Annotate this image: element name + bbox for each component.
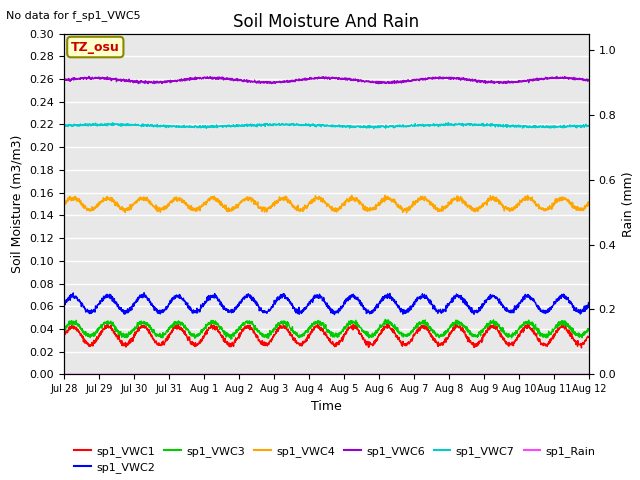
sp1_VWC4: [570, 204, 578, 209]
sp1_VWC1: [316, 323, 323, 329]
sp1_VWC6: [585, 77, 593, 83]
sp1_VWC6: [570, 74, 578, 80]
sp1_VWC1: [60, 332, 68, 338]
sp1_VWC2: [570, 308, 578, 313]
sp1_VWC2: [585, 300, 593, 306]
sp1_VWC1: [474, 341, 481, 347]
sp1_VWC1: [578, 345, 586, 351]
sp1_VWC3: [227, 336, 234, 342]
sp1_VWC3: [87, 331, 95, 337]
sp1_VWC4: [348, 192, 356, 198]
sp1_VWC6: [60, 77, 68, 83]
sp1_VWC4: [316, 193, 323, 199]
sp1_VWC6: [87, 76, 95, 82]
Line: sp1_VWC1: sp1_VWC1: [64, 324, 589, 348]
sp1_VWC7: [87, 123, 95, 129]
sp1_VWC6: [570, 74, 578, 80]
sp1_VWC3: [60, 327, 68, 333]
sp1_VWC2: [60, 302, 68, 308]
Y-axis label: Rain (mm): Rain (mm): [622, 171, 635, 237]
sp1_VWC1: [301, 338, 309, 344]
sp1_VWC4: [585, 199, 593, 204]
Line: sp1_VWC4: sp1_VWC4: [64, 195, 589, 213]
X-axis label: Time: Time: [311, 400, 342, 413]
sp1_VWC4: [474, 209, 481, 215]
sp1_VWC7: [316, 121, 323, 127]
sp1_VWC6: [316, 74, 323, 80]
sp1_VWC7: [445, 120, 452, 126]
sp1_VWC7: [60, 123, 68, 129]
sp1_VWC1: [570, 336, 578, 342]
sp1_VWC1: [570, 337, 577, 343]
sp1_VWC2: [316, 291, 323, 297]
sp1_VWC4: [403, 210, 410, 216]
sp1_VWC3: [570, 331, 578, 337]
sp1_VWC3: [585, 327, 593, 333]
Line: sp1_VWC7: sp1_VWC7: [64, 123, 589, 129]
Text: No data for f_sp1_VWC5: No data for f_sp1_VWC5: [6, 10, 141, 21]
sp1_VWC2: [87, 310, 95, 316]
Legend: sp1_VWC1, sp1_VWC2, sp1_VWC3, sp1_VWC4, sp1_VWC6, sp1_VWC7, sp1_Rain: sp1_VWC1, sp1_VWC2, sp1_VWC3, sp1_VWC4, …: [70, 441, 600, 478]
sp1_VWC7: [301, 122, 309, 128]
Y-axis label: Soil Moisture (m3/m3): Soil Moisture (m3/m3): [11, 135, 24, 273]
Line: sp1_VWC3: sp1_VWC3: [64, 319, 589, 339]
sp1_VWC1: [87, 342, 95, 348]
sp1_VWC2: [140, 290, 148, 296]
Line: sp1_VWC2: sp1_VWC2: [64, 293, 589, 315]
sp1_VWC3: [570, 329, 578, 335]
sp1_VWC2: [301, 306, 309, 312]
sp1_VWC4: [60, 203, 68, 208]
sp1_VWC1: [384, 321, 392, 326]
sp1_VWC6: [301, 75, 309, 81]
sp1_VWC4: [301, 204, 309, 210]
sp1_VWC7: [570, 123, 578, 129]
sp1_VWC1: [585, 334, 593, 339]
sp1_VWC4: [570, 205, 578, 211]
sp1_VWC6: [474, 79, 481, 84]
sp1_VWC2: [331, 312, 339, 318]
sp1_VWC7: [585, 123, 593, 129]
sp1_VWC6: [374, 81, 382, 86]
sp1_VWC3: [381, 316, 389, 322]
sp1_VWC6: [85, 73, 93, 79]
sp1_VWC3: [474, 333, 481, 339]
sp1_VWC4: [87, 208, 95, 214]
sp1_VWC7: [370, 126, 378, 132]
Title: Soil Moisture And Rain: Soil Moisture And Rain: [234, 12, 419, 31]
sp1_VWC2: [570, 305, 578, 311]
sp1_VWC7: [570, 123, 578, 129]
sp1_VWC2: [474, 309, 481, 315]
Text: TZ_osu: TZ_osu: [71, 40, 120, 54]
sp1_VWC3: [316, 322, 323, 328]
sp1_VWC7: [474, 122, 481, 128]
Line: sp1_VWC6: sp1_VWC6: [64, 76, 589, 84]
sp1_VWC3: [301, 328, 309, 334]
